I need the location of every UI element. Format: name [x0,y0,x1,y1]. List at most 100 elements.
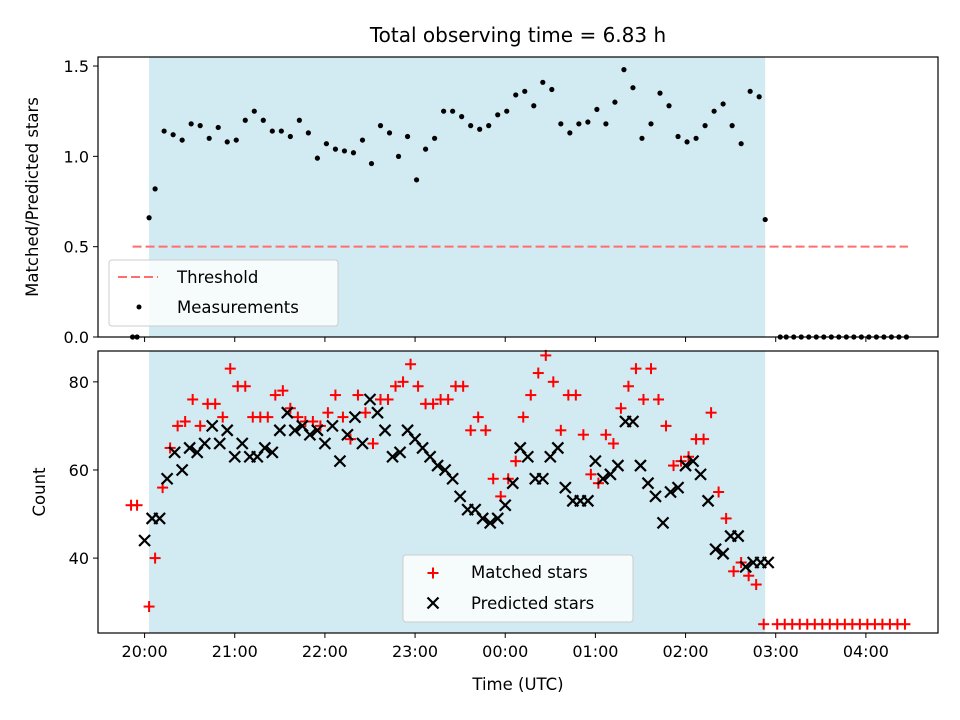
predicted-star-point [220,424,234,437]
predicted-star-point [235,437,249,450]
measurement-point [657,90,663,96]
predicted-legend-marker [426,596,440,610]
matched-star-point [899,618,911,630]
measurement-point [711,108,717,114]
measurement-point [287,133,293,140]
measurement-point [350,150,357,156]
matched-star-point [668,460,680,472]
x-axis-label: Time (UTC) [471,675,563,694]
predicted-star-point [281,406,294,419]
measurement-point [323,141,330,147]
measurement-point [702,123,708,129]
predicted-star-point [664,485,677,499]
predicted-star-point [326,419,339,433]
matched-star-point [337,411,349,423]
matched-star-point [465,424,477,436]
measurement-point [495,112,501,118]
predicted-star-point [273,424,287,437]
matched-star-point [131,499,143,511]
x-tick-label: 23:00 [392,642,438,661]
matched-star-point [442,393,454,405]
predicted-star-point [701,494,715,508]
measurement-point [233,137,239,143]
matched-star-point [713,486,725,498]
predicted-star-point [626,415,640,428]
measurement-point [612,99,618,105]
y-tick-label: 1.0 [64,147,89,166]
matched-star-point [277,385,289,397]
measurements-legend-label: Measurements [177,298,299,317]
y-tick-label: 0.0 [64,328,89,347]
predicted-star-point [356,437,369,450]
measurement-point [450,108,456,114]
matched-star-point [412,380,424,392]
matched-star-point [645,363,657,375]
matched-star-point [750,579,762,591]
matched-star-point [525,389,537,401]
measurement-point [648,121,654,127]
predicted-star-point [228,450,242,464]
matched-star-point [149,552,161,564]
predicted-star-point [168,446,181,459]
bottom-y-axis-label: Count [30,467,49,517]
measurement-point [224,139,230,145]
predicted-star-point [348,410,362,424]
predicted-star-point [656,516,670,530]
predicted-star-point [386,450,399,464]
matched-star-point [262,411,274,423]
matched-star-point [555,424,567,436]
measurement-point [422,146,429,152]
matched-star-point [390,380,402,392]
measurement-point [567,130,573,136]
predicted-star-point [679,459,692,472]
bottom-legend: Matched stars Predicted stars [402,554,634,623]
measurement-point [242,117,248,123]
matched-star-point [720,512,732,524]
matched-legend-swatch [427,567,439,579]
matched-star-point [615,402,627,414]
measurement-point [468,123,474,129]
matched-star-point [194,420,206,432]
matched-star-point [517,411,529,423]
matched-star-point [367,438,379,450]
measurement-point [197,123,203,129]
matched-star-point [547,376,559,388]
matched-star-point [510,455,522,467]
measurement-point [693,135,699,141]
top-y-axis-label: Matched/Predicted stars [23,97,42,297]
measurement-point [549,86,555,93]
top-legend-box [108,259,339,327]
measurement-point [332,146,339,152]
measurement-point [441,108,447,114]
predicted-star-point [506,476,520,490]
x-tick-label: 00:00 [482,642,528,661]
predicted-star-point [476,512,489,525]
measurement-point [684,139,690,145]
predicted-star-point [589,454,602,468]
measurement-point [404,133,411,140]
predicted-star-point [213,437,226,450]
predicted-star-point [363,393,377,406]
matched-star-point [630,363,642,375]
predicted-star-point [709,543,722,556]
predicted-star-point [686,454,700,468]
predicted-legend-label: Predicted stars [471,594,594,613]
predicted-legend-swatch [426,596,440,610]
predicted-star-point [446,472,459,486]
predicted-star-point [536,472,550,486]
measurement-point [738,141,744,147]
top-legend: Threshold Measurements [108,259,339,327]
measurement-point [540,79,546,85]
measurement-point [146,215,152,221]
matched-star-point [352,389,364,401]
predicted-star-point [596,472,610,486]
matched-star-point [653,393,665,405]
predicted-star-point [198,437,211,450]
top-x-ticks [144,337,867,342]
matched-star-point [329,389,341,401]
matched-star-point [743,570,755,582]
measurement-point [603,121,609,127]
measurement-point [395,153,402,159]
measurement-point [666,103,672,109]
measurement-point [459,114,465,120]
